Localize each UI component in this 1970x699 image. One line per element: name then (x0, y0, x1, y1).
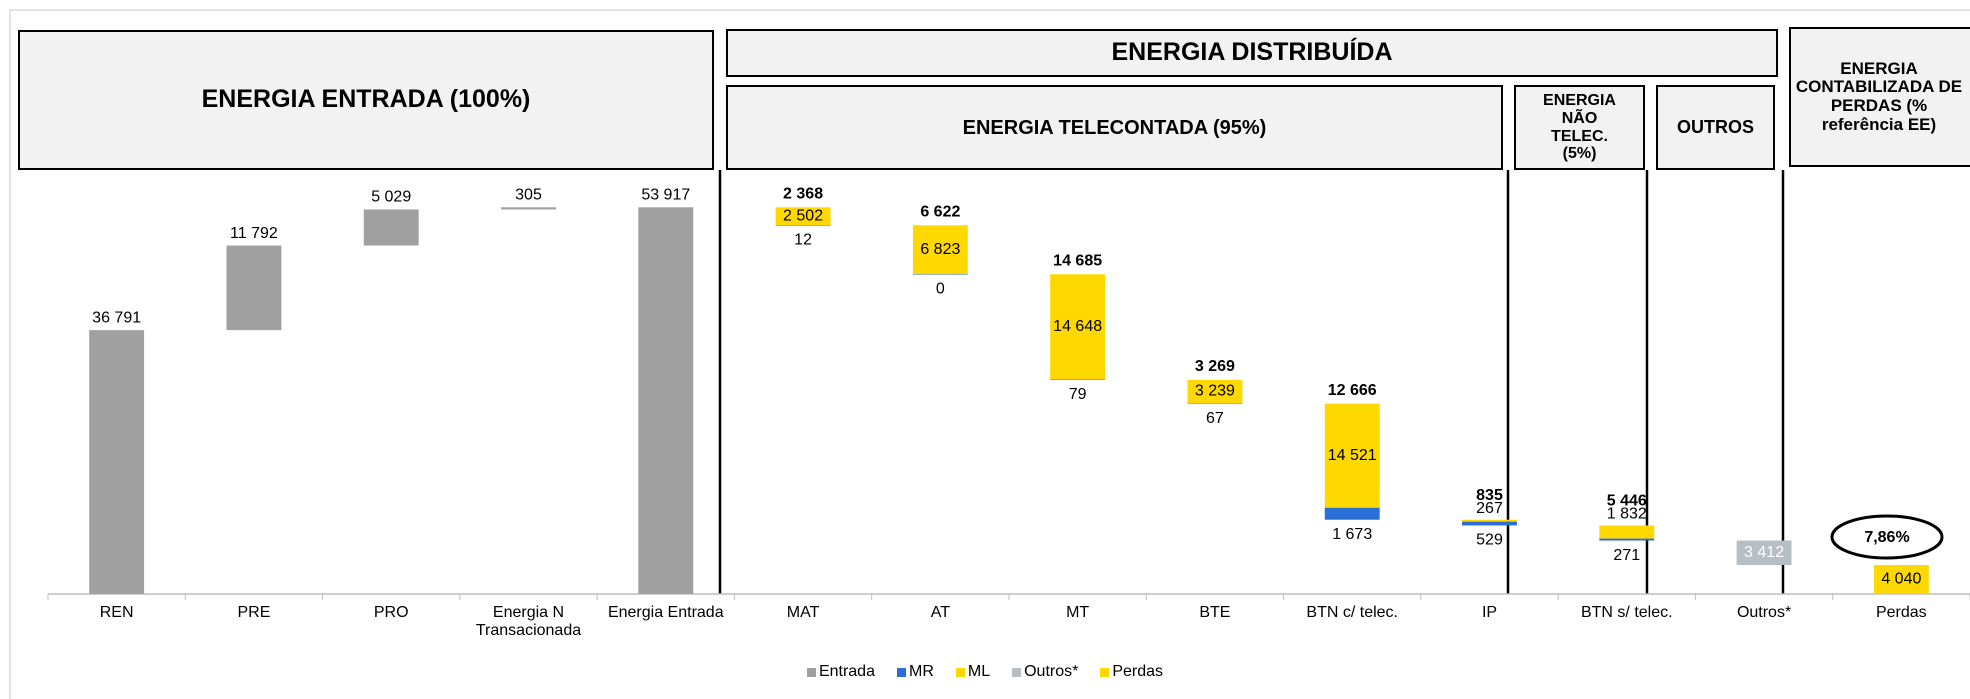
value-label: 36 791 (92, 309, 141, 326)
legend-label: ML (967, 663, 991, 680)
total-label: 14 685 (1053, 252, 1102, 269)
bar-segment (638, 207, 694, 594)
bar-segment (363, 209, 419, 246)
value-label: 6 823 (920, 241, 960, 258)
legend-swatch (1100, 667, 1110, 677)
bar-segment (1599, 538, 1655, 541)
panel-title: ENERGIA NÃO TELEC. (5%) (1514, 85, 1645, 170)
value-label: 2 502 (783, 207, 823, 224)
legend-swatch (896, 667, 906, 677)
bar-segment (1599, 525, 1655, 539)
bar-segment (1324, 507, 1380, 520)
total-label: 835 (1476, 487, 1503, 504)
value-label: 529 (1476, 532, 1503, 549)
value-label: 67 (1206, 410, 1224, 427)
bar-segment (1462, 521, 1517, 526)
total-label: 6 622 (920, 204, 960, 221)
legend-label: MR (908, 663, 934, 680)
x-tick-label: REN (99, 604, 134, 621)
x-tick-label: Perdas (1875, 604, 1927, 621)
panel-title: ENERGIA TELECONTADA (95%) (726, 85, 1503, 170)
legend-item: Outros* (1012, 663, 1078, 681)
bar-segment (1324, 403, 1380, 508)
value-label: 1 673 (1332, 526, 1372, 543)
panel-title: ENERGIA CONTABILIZADA DE PERDAS (% refer… (1789, 27, 1970, 167)
value-label: 4 040 (1881, 571, 1921, 588)
panel-title: ENERGIA DISTRIBUÍDA (726, 29, 1778, 77)
value-label: 14 648 (1053, 318, 1102, 335)
total-label: 5 446 (1607, 493, 1647, 510)
bar-segment (1050, 274, 1106, 380)
value-label: 1 832 (1607, 506, 1647, 523)
value-label: 53 917 (641, 187, 690, 204)
value-label: 305 (515, 187, 542, 204)
x-tick-label: PRO (373, 604, 409, 621)
bar-segment (1050, 379, 1106, 380)
bar-segment (1462, 519, 1517, 522)
legend-item: Perdas (1100, 663, 1163, 681)
bar-segment (89, 330, 145, 594)
bar-segment (775, 225, 831, 226)
value-label: 79 (1069, 386, 1087, 403)
value-label: 3 412 (1744, 544, 1784, 561)
bar-segment (912, 274, 968, 275)
bar-segment (1187, 403, 1243, 404)
legend-swatch (806, 667, 816, 677)
legend-item: Entrada (806, 663, 875, 681)
x-tick-label: MT (1066, 604, 1090, 621)
panel-title: OUTROS (1656, 85, 1775, 170)
legend-item: MR (896, 663, 934, 681)
legend-label: Perdas (1112, 663, 1164, 680)
legend: Entrada MR ML Outros* Perdas (0, 663, 1970, 681)
bar-segment (226, 245, 282, 331)
x-tick-label: PRE (237, 604, 271, 621)
value-label: 0 (936, 280, 945, 297)
legend-item: ML (955, 663, 991, 681)
bar-segment (912, 225, 968, 275)
value-label: 267 (1476, 500, 1503, 517)
bar-segment (775, 207, 831, 226)
bar-segment (1873, 565, 1929, 594)
legend-swatch (1012, 667, 1022, 677)
value-label: 3 239 (1195, 383, 1235, 400)
bar-segment (1736, 540, 1792, 566)
legend-swatch (955, 667, 965, 677)
x-tick-label: BTN c/ telec. (1306, 604, 1398, 621)
value-label: 14 521 (1328, 447, 1377, 464)
x-tick-label: Outros* (1736, 604, 1792, 621)
panel-title: ENERGIA ENTRADA (100%) (18, 30, 714, 170)
value-label: 271 (1613, 547, 1640, 564)
frame (9, 9, 1970, 699)
annotation: 7,86% (1864, 529, 1909, 546)
x-tick-label: Energia N Transacionada (475, 604, 582, 639)
value-label: 5 029 (371, 189, 411, 206)
x-tick-label: BTE (1199, 604, 1231, 621)
x-tick-label: IP (1481, 604, 1498, 621)
annotation-ring (1830, 514, 1944, 560)
x-tick-label: BTN s/ telec. (1580, 604, 1673, 621)
total-label: 2 368 (783, 186, 823, 203)
x-tick-label: MAT (786, 604, 820, 621)
legend-label: Outros* (1024, 663, 1079, 680)
value-label: 12 (794, 232, 812, 249)
legend-label: Entrada (818, 663, 875, 680)
bar-segment (1187, 379, 1243, 404)
x-tick-label: Energia Entrada (607, 604, 724, 621)
total-label: 12 666 (1328, 382, 1377, 399)
bar-segment (501, 207, 556, 210)
value-label: 11 792 (230, 225, 278, 242)
x-tick-label: AT (930, 604, 950, 621)
total-label: 3 269 (1195, 358, 1235, 375)
